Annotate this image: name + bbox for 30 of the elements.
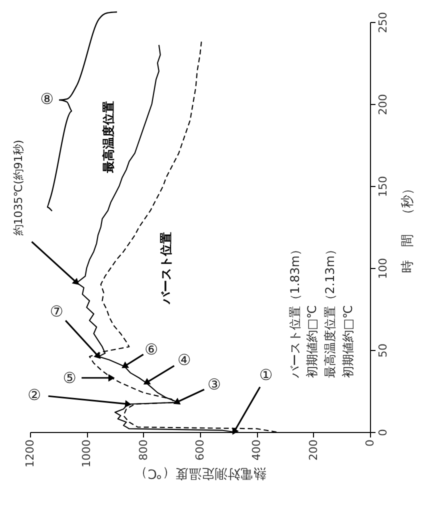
y-axis-title: 時 間 （秒）: [400, 182, 416, 273]
annotation: ⑧: [40, 90, 54, 108]
y-tick-label: 250: [376, 12, 390, 33]
annotation: ③: [207, 375, 221, 394]
x-tick-label: 800: [136, 440, 150, 460]
y-tick-label: 0: [376, 429, 390, 436]
annotation: ①: [259, 366, 273, 384]
y-tick-label: 150: [376, 176, 390, 197]
annotation: 最高温度位置（2.13m）: [323, 244, 337, 378]
text: 最高温度位置: [102, 100, 116, 174]
annotation: ④: [177, 350, 191, 369]
x-axis-title: 熱電対測定温度（℃）: [134, 465, 266, 482]
annotation: ⑥: [144, 340, 158, 358]
x-tick-label: 1200: [24, 440, 36, 468]
y-tick-label: 100: [376, 258, 390, 279]
x-tick-label: 0: [364, 440, 376, 446]
x-tick-label: 1000: [80, 440, 94, 468]
x-tick-label: 200: [306, 440, 320, 460]
annotation: ⑤: [62, 368, 76, 387]
y-tick-label: 200: [376, 94, 390, 115]
y-tick-label: 50: [376, 344, 390, 358]
annotation: 初期値約□℃: [341, 305, 355, 378]
annotation: ⑦: [50, 302, 64, 321]
annotation: 約1035℃(約91秒): [12, 140, 25, 236]
annotation: 初期値約□℃: [305, 305, 319, 378]
x-tick-label: 400: [250, 440, 264, 460]
annotation: ②: [28, 386, 42, 404]
x-tick-label: 600: [194, 440, 206, 460]
annotation: バースト位置（1.83m）: [288, 244, 302, 379]
text: バースト位置: [158, 232, 173, 305]
